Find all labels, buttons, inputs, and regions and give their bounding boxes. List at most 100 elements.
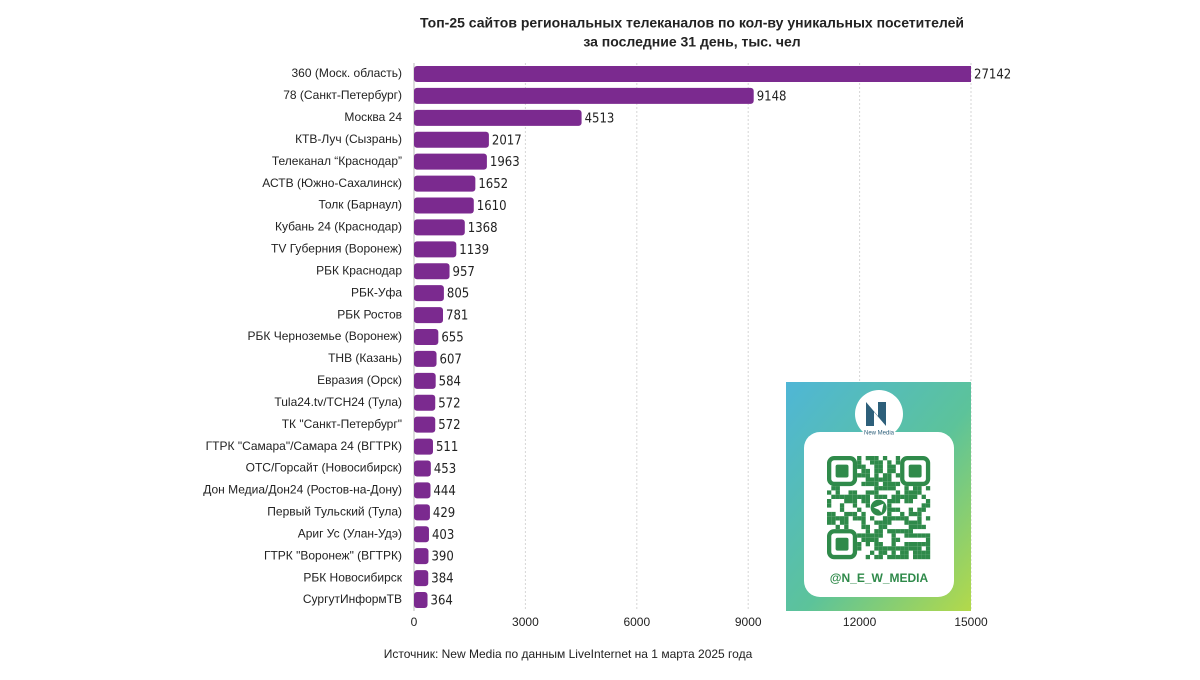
- qr-module: [908, 542, 913, 547]
- x-tick-label: 15000: [954, 615, 988, 629]
- qr-module: [857, 516, 862, 521]
- value-label: 607: [440, 352, 462, 367]
- y-tick-label: TV Губерния (Воронеж): [271, 242, 402, 256]
- qr-module: [921, 503, 926, 508]
- qr-module: [925, 542, 931, 547]
- value-label: 1610: [477, 199, 507, 214]
- x-tick-label: 9000: [735, 615, 762, 629]
- qr-module: [904, 486, 909, 491]
- handle: @N_E_W_MEDIA: [830, 571, 929, 585]
- bar: [414, 482, 431, 499]
- value-label: 781: [446, 309, 468, 324]
- qr-module: [857, 494, 862, 499]
- qr-module: [835, 486, 840, 491]
- qr-module: [921, 494, 926, 499]
- qr-module: [900, 550, 905, 555]
- bar: [414, 109, 582, 126]
- qr-module: [861, 481, 866, 487]
- qr-module: [857, 542, 862, 547]
- y-tick-label: РБК Черноземье (Воронеж): [248, 329, 402, 343]
- qr-module: [925, 486, 931, 491]
- qr-module: [878, 494, 883, 499]
- qr-module: [878, 529, 883, 534]
- qr-module: [852, 499, 858, 504]
- value-label: 584: [439, 374, 461, 389]
- bar: [414, 526, 429, 543]
- qr-module: [878, 554, 883, 560]
- qr-module: [870, 481, 875, 487]
- bar: [414, 197, 474, 214]
- bar: [414, 66, 971, 82]
- qr-module: [904, 546, 909, 551]
- qr-module: [891, 499, 896, 504]
- qr-module: [852, 503, 858, 508]
- qr-module: [882, 546, 888, 551]
- qr-module: [870, 456, 875, 461]
- qr-module: [887, 460, 892, 465]
- bar: [414, 438, 433, 455]
- bar: [414, 329, 439, 345]
- qr-module: [835, 524, 840, 530]
- qr-module: [895, 516, 901, 521]
- qr-module: [874, 494, 879, 499]
- qr-module: [908, 490, 913, 495]
- qr-module: [874, 456, 879, 461]
- qr-module: [913, 524, 918, 530]
- qr-module: [870, 533, 875, 538]
- bar: [414, 372, 436, 389]
- qr-module: [865, 529, 870, 534]
- y-tick-label: Первый Тульский (Тула): [267, 505, 402, 519]
- x-tick-label: 3000: [512, 615, 539, 629]
- qr-module: [891, 516, 896, 521]
- qr-module: [913, 494, 918, 499]
- qr-module: [874, 490, 879, 495]
- qr-module: [861, 537, 866, 542]
- qr-module: [900, 554, 905, 560]
- y-tick-label: СургутИнформТВ: [303, 592, 402, 606]
- qr-module: [917, 524, 922, 530]
- qr-module: [895, 456, 901, 461]
- bar: [414, 219, 465, 236]
- qr-module: [882, 486, 888, 491]
- qr-module: [925, 550, 931, 555]
- qr-module: [848, 494, 853, 499]
- qr-module: [827, 520, 832, 525]
- qr-module: [887, 486, 892, 491]
- qr-module: [874, 468, 879, 474]
- qr-module: [865, 503, 870, 508]
- qr-module: [925, 554, 931, 560]
- qr-module: [895, 507, 901, 512]
- qr-module: [861, 473, 866, 478]
- qr-module: [857, 473, 862, 478]
- y-tick-label: Телеканал “Краснодар”: [272, 154, 402, 168]
- qr-module: [887, 507, 892, 512]
- value-label: 957: [453, 265, 475, 280]
- bar: [414, 175, 476, 192]
- qr-module: [921, 554, 926, 560]
- y-tick-label: Толк (Барнаул): [318, 198, 402, 212]
- qr-module: [865, 481, 870, 487]
- qr-module: [908, 533, 913, 538]
- qr-module: [827, 503, 832, 508]
- qr-module: [882, 494, 888, 499]
- x-tick-label: 6000: [623, 615, 650, 629]
- qr-module: [891, 464, 896, 469]
- qr-module: [844, 516, 849, 521]
- qr-module: [895, 473, 901, 478]
- qr-module: [848, 511, 853, 517]
- qr-module: [908, 494, 913, 499]
- qr-module: [900, 516, 905, 521]
- y-tick-label: АСТВ (Южно-Сахалинск): [262, 176, 402, 190]
- value-label: 429: [433, 506, 455, 521]
- qr-module: [925, 516, 931, 521]
- qr-module: [844, 494, 849, 499]
- qr-module: [925, 503, 931, 508]
- qr-module: [913, 490, 918, 495]
- qr-module: [861, 464, 866, 469]
- qr-module: [874, 533, 879, 538]
- y-tick-label: РБК Новосибирск: [303, 570, 402, 584]
- value-label: 1963: [490, 155, 520, 170]
- bar: [414, 504, 430, 521]
- qr-module: [831, 486, 836, 491]
